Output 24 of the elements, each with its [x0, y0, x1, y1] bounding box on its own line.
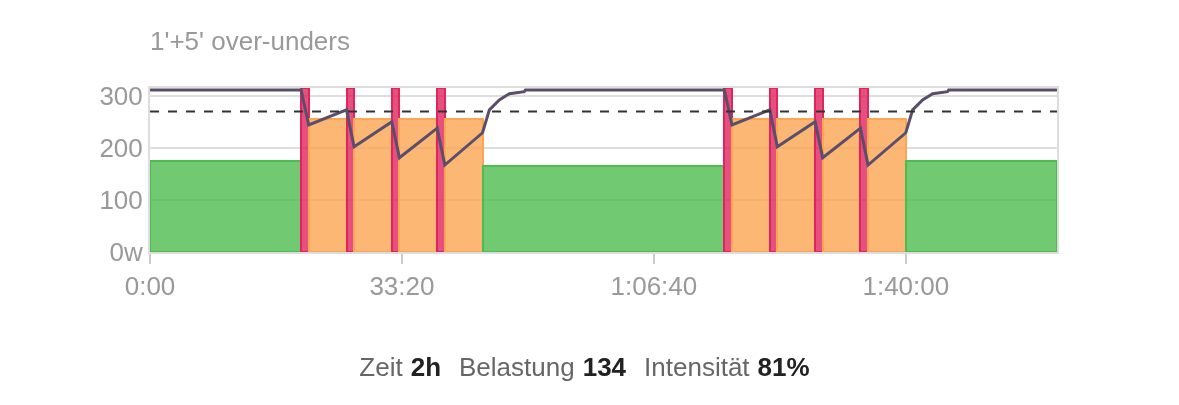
y-tick-label: 100 [99, 185, 143, 216]
bar [308, 118, 348, 252]
y-tick-label: 0w [109, 237, 144, 268]
y-tick-label: 200 [99, 132, 143, 163]
text: Belastung [459, 352, 575, 382]
line-series [150, 88, 1057, 167]
bar [353, 118, 393, 252]
bar [822, 118, 861, 252]
bar [776, 118, 816, 252]
bar [731, 118, 771, 252]
bar [398, 118, 438, 252]
x-tick-label: 1:40:00 [862, 271, 950, 302]
text: Zeit [359, 352, 403, 382]
text: Intensität [644, 352, 750, 382]
bar [444, 118, 484, 252]
text: 134 [582, 352, 627, 382]
text: 81% [757, 352, 810, 382]
text: 2h [410, 352, 442, 382]
chart-title: 1'+5' over-unders [150, 25, 350, 56]
x-tick-label: 1:06:40 [610, 271, 698, 302]
y-tick-label: 300 [99, 80, 143, 111]
x-tick-label: 0:00 [124, 271, 176, 302]
x-tick-label: 33:20 [369, 271, 435, 302]
bar [867, 118, 907, 252]
